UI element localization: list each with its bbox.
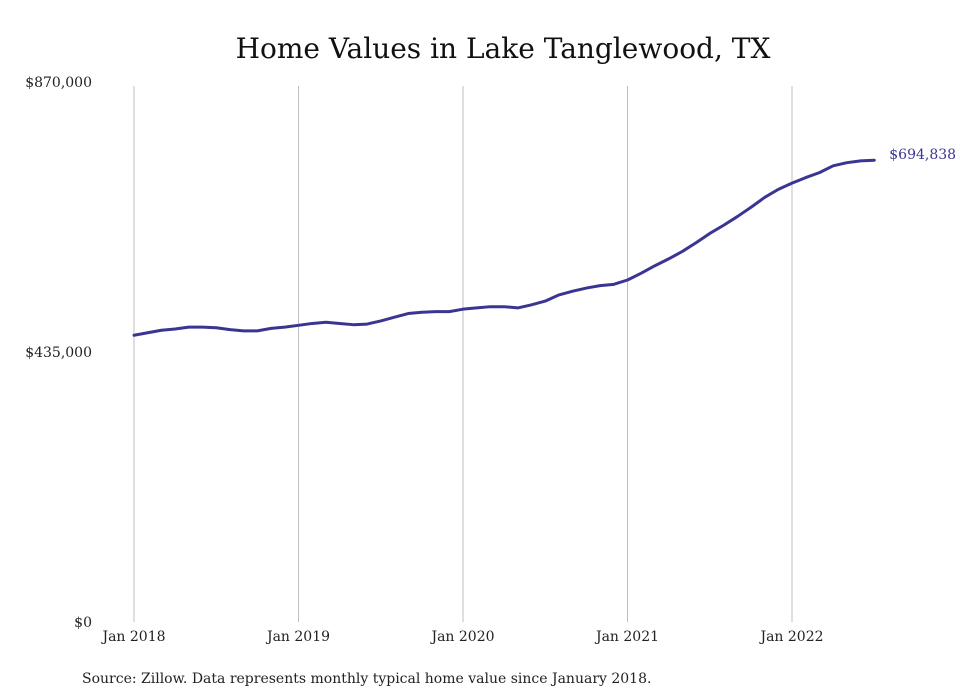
x-tick-label: Jan 2022 xyxy=(758,629,823,645)
chart-title: Home Values in Lake Tanglewood, TX xyxy=(236,32,771,65)
x-tick-label: Jan 2020 xyxy=(429,629,494,645)
y-tick-label: $435,000 xyxy=(25,345,92,361)
x-tick-label: Jan 2018 xyxy=(100,629,165,645)
y-tick-label: $0 xyxy=(74,615,92,631)
x-axis-ticks: Jan 2018 Jan 2019 Jan 2020 Jan 2021 Jan 2022 xyxy=(100,629,823,645)
source-note: Source: Zillow. Data represents monthly … xyxy=(82,671,651,687)
x-tick-label: Jan 2019 xyxy=(265,629,330,645)
y-axis-ticks: $870,000 $435,000 $0 xyxy=(25,75,92,631)
series-line xyxy=(132,158,876,337)
x-gridlines xyxy=(133,86,793,622)
end-value-label: $694,838 xyxy=(889,147,956,163)
x-tick-label: Jan 2021 xyxy=(594,629,659,645)
y-tick-label: $870,000 xyxy=(25,75,92,91)
